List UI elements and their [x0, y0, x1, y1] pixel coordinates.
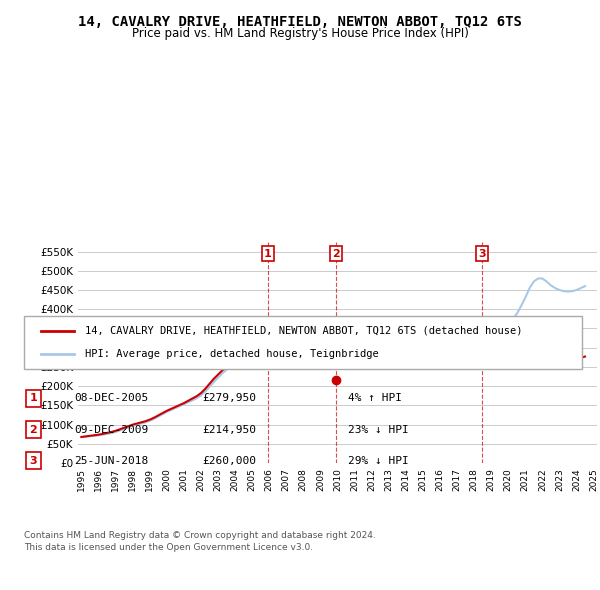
Text: £214,950: £214,950	[203, 425, 257, 434]
Text: 23% ↓ HPI: 23% ↓ HPI	[347, 425, 409, 434]
FancyBboxPatch shape	[24, 316, 582, 369]
Text: 3: 3	[29, 455, 37, 466]
Text: £260,000: £260,000	[203, 455, 257, 466]
Text: 29% ↓ HPI: 29% ↓ HPI	[347, 455, 409, 466]
Text: 25-JUN-2018: 25-JUN-2018	[74, 455, 148, 466]
Text: 4% ↑ HPI: 4% ↑ HPI	[347, 394, 401, 404]
Text: HPI: Average price, detached house, Teignbridge: HPI: Average price, detached house, Teig…	[85, 349, 379, 359]
Text: 1: 1	[264, 248, 272, 258]
Text: 2: 2	[29, 425, 37, 434]
Text: 3: 3	[479, 248, 486, 258]
Text: 08-DEC-2005: 08-DEC-2005	[74, 394, 148, 404]
Text: Price paid vs. HM Land Registry's House Price Index (HPI): Price paid vs. HM Land Registry's House …	[131, 27, 469, 40]
Text: 09-DEC-2009: 09-DEC-2009	[74, 425, 148, 434]
Text: 2: 2	[332, 248, 340, 258]
Text: This data is licensed under the Open Government Licence v3.0.: This data is licensed under the Open Gov…	[24, 543, 313, 552]
Text: 1: 1	[29, 394, 37, 404]
Text: 14, CAVALRY DRIVE, HEATHFIELD, NEWTON ABBOT, TQ12 6TS (detached house): 14, CAVALRY DRIVE, HEATHFIELD, NEWTON AB…	[85, 326, 523, 336]
Text: £279,950: £279,950	[203, 394, 257, 404]
Text: Contains HM Land Registry data © Crown copyright and database right 2024.: Contains HM Land Registry data © Crown c…	[24, 531, 376, 540]
Text: 14, CAVALRY DRIVE, HEATHFIELD, NEWTON ABBOT, TQ12 6TS: 14, CAVALRY DRIVE, HEATHFIELD, NEWTON AB…	[78, 15, 522, 29]
